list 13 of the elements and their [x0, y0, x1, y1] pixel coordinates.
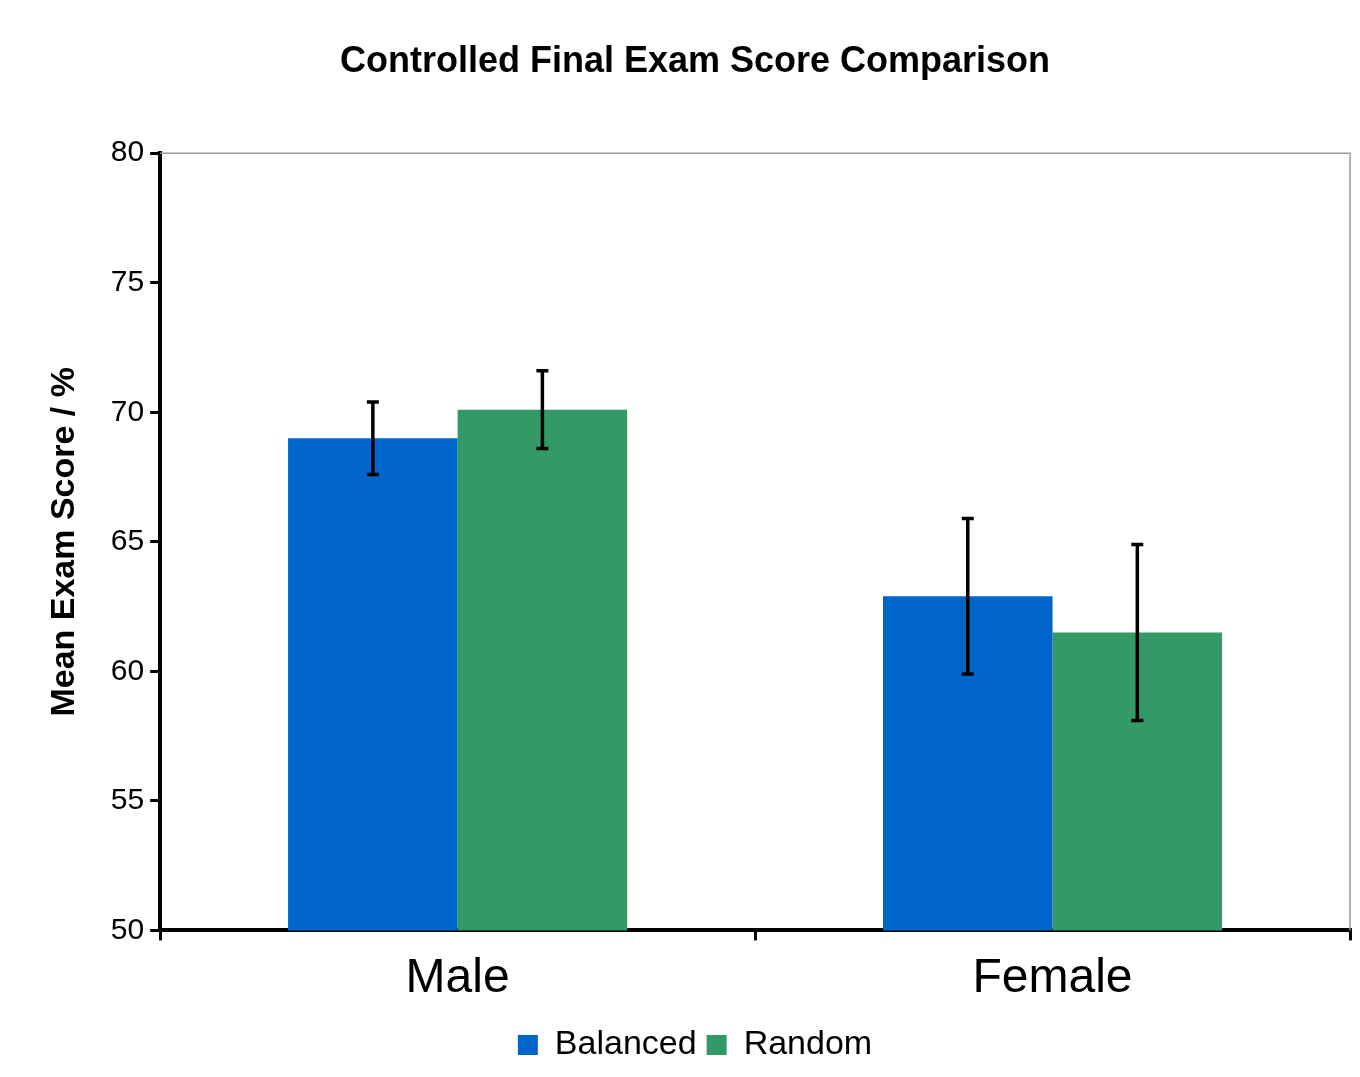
x-tick-label: Female — [972, 949, 1133, 1003]
y-tick-label: 75 — [110, 264, 145, 297]
y-tick-label: 60 — [110, 652, 145, 686]
y-tick-label: 70 — [110, 393, 145, 427]
y-axis-title: Mean Exam Score / % — [42, 367, 81, 717]
legend-label: Random — [743, 1023, 873, 1062]
y-tick-label: 80 — [110, 134, 145, 168]
legend-label: Balanced — [554, 1023, 697, 1062]
y-tick-label: 55 — [110, 782, 145, 816]
x-tick-label: Male — [405, 949, 510, 1003]
chart-title: Controlled Final Exam Score Comparison — [339, 38, 1051, 80]
y-tick-label: 50 — [110, 911, 145, 945]
y-tick-label: 65 — [110, 523, 145, 557]
